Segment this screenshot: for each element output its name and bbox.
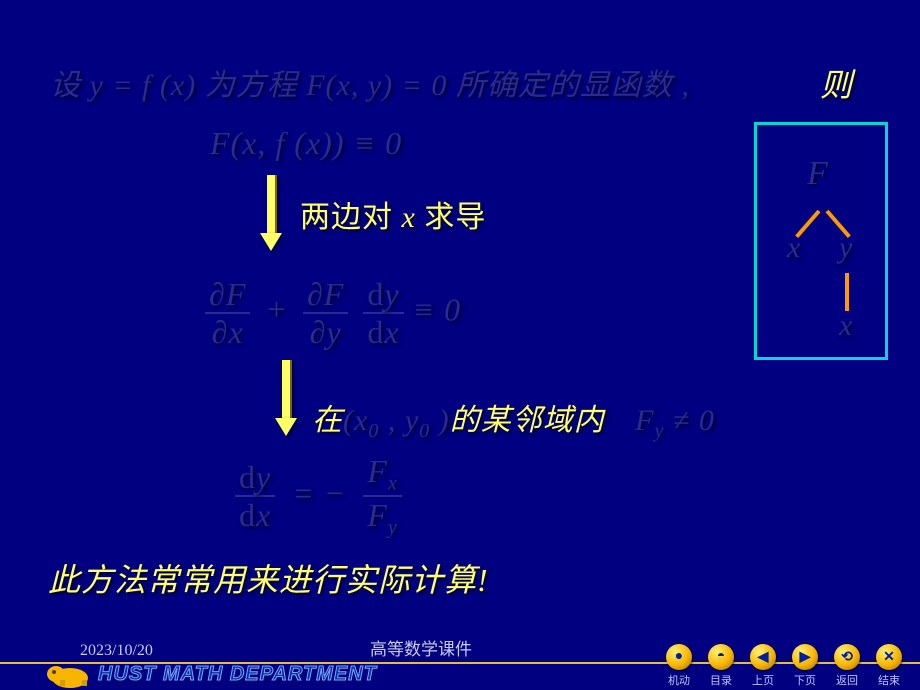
footer-course: 高等数学课件 [370, 635, 472, 660]
s1-post: 求导 [416, 201, 487, 234]
frac1: ∂F ∂x [205, 278, 250, 348]
eq1: y = f (x) [90, 69, 197, 102]
nav-end[interactable]: ✕ 结束 [874, 644, 904, 688]
s2-pre: 在 [312, 404, 343, 437]
slide: 设 y = f (x) 为方程 F(x, y) = 0 所确定的显函数 , 则 … [0, 0, 920, 690]
tree-F: F [807, 155, 829, 193]
end-icon: ✕ [876, 644, 902, 670]
motion-icon: ● [666, 644, 692, 670]
eq4-rhs: Fx Fy [363, 455, 401, 538]
nav-lbl: 机动 [664, 672, 694, 688]
back-icon: ⟲ [834, 644, 860, 670]
nav-bar: ● 机动 ◓ 目录 ◀ 上页 ▶ 下页 ⟲ 返回 ✕ 结束 [664, 644, 904, 688]
nav-prev[interactable]: ◀ 上页 [748, 644, 778, 688]
post: 所确定的显函数 , [447, 69, 690, 102]
s1-pre: 两边对 [300, 201, 402, 234]
footer-date: 2023/10/20 [80, 642, 153, 660]
nav-lbl: 返回 [832, 672, 862, 688]
nav-lbl: 上页 [748, 672, 778, 688]
nav-lbl: 结束 [874, 672, 904, 688]
then: 则 [820, 60, 853, 106]
line2: F(x, f (x)) ≡ 0 [210, 125, 402, 162]
eq3: ∂F ∂x + ∂F ∂y dy dx ≡ 0 [205, 278, 461, 348]
eq3-tail: ≡ 0 [413, 291, 462, 327]
nav-motion[interactable]: ● 机动 [664, 644, 694, 688]
nav-lbl: 下页 [790, 672, 820, 688]
tree-x2: x [839, 309, 853, 343]
eq4: dy dx = − Fx Fy [235, 455, 402, 538]
note: 此方法常常用来进行实际计算! [48, 555, 489, 601]
nav-back[interactable]: ⟲ 返回 [832, 644, 862, 688]
prev-icon: ◀ [750, 644, 776, 670]
nav-toc[interactable]: ◓ 目录 [706, 644, 736, 688]
mid: 为方程 [196, 69, 306, 102]
step2: 在(x0 , y0 )的某邻域内 Fy ≠ 0 [312, 395, 715, 443]
toc-icon: ◓ [708, 644, 734, 670]
nav-lbl: 目录 [706, 672, 736, 688]
frac2: ∂F ∂y [303, 278, 348, 348]
arrow-1 [260, 175, 282, 251]
tree-x: x [787, 231, 801, 265]
next-icon: ▶ [792, 644, 818, 670]
eq2: F(x, y) = 0 [306, 69, 447, 102]
tree-y: y [839, 231, 853, 265]
dept-label: HUST MATH DEPARTMENT [98, 663, 377, 686]
line1-dim: 设 y = f (x) 为方程 F(x, y) = 0 所确定的显函数 , [50, 60, 690, 104]
nav-next[interactable]: ▶ 下页 [790, 644, 820, 688]
eq4-lhs: dy dx [235, 461, 275, 531]
edge-yx [845, 273, 849, 311]
pre: 设 [50, 69, 90, 102]
step1: 两边对 x 求导 [300, 192, 486, 236]
frac3: dy dx [363, 278, 403, 348]
tree-box: F x y x [754, 122, 888, 360]
mascot-icon [40, 660, 94, 688]
s1-var: x [402, 201, 416, 234]
cond: Fy ≠ 0 [635, 404, 715, 437]
footer: 2023/10/20 高等数学课件 HUST MATH DEPARTMENT ●… [0, 630, 920, 690]
arrow-2 [275, 360, 297, 436]
s2-post: 的某邻域内 [450, 404, 605, 437]
